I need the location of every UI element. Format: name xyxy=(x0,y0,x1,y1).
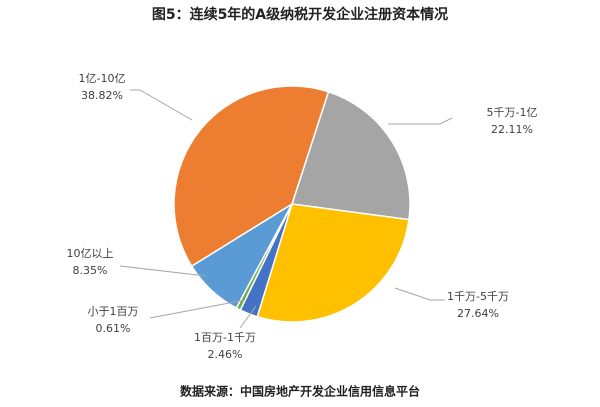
slice-label: 1亿-10亿 xyxy=(79,72,126,85)
source-note: 数据来源：中国房地产开发企业信用信息平台 xyxy=(180,384,420,399)
value-label: 22.11% xyxy=(491,123,533,136)
slice-label: 5千万-1亿 xyxy=(487,106,538,119)
slice-label: 1百万-1千万 xyxy=(194,331,256,344)
value-label: 2.46% xyxy=(208,348,243,361)
value-label: 38.82% xyxy=(81,89,123,102)
leader-line xyxy=(149,299,246,319)
pie-slice xyxy=(256,203,410,323)
value-label: 0.61% xyxy=(96,322,131,335)
value-label: 27.64% xyxy=(457,307,499,320)
leader-line xyxy=(388,117,453,125)
slice-label: 10亿以上 xyxy=(67,247,114,260)
leader-line xyxy=(119,265,207,277)
slice-label: 1千万-5千万 xyxy=(447,290,509,303)
pie-slice xyxy=(173,85,330,268)
slice-label: 小于1百万 xyxy=(88,305,139,318)
chart-title: 图5：连续5年的A级纳税开发企业注册资本情况 xyxy=(152,6,448,23)
leader-line xyxy=(394,287,445,301)
leader-line xyxy=(239,305,257,329)
leader-line xyxy=(130,89,193,121)
pie-slice xyxy=(291,90,411,221)
value-label: 8.35% xyxy=(73,264,108,277)
